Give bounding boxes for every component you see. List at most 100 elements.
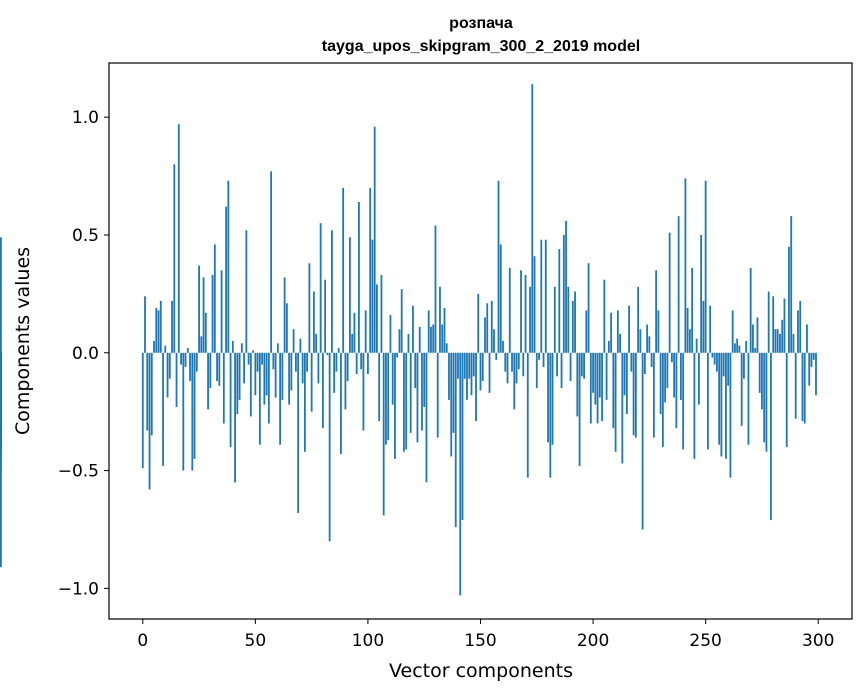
bar [648, 336, 651, 353]
bar [776, 329, 779, 353]
bar [439, 286, 441, 353]
bar [673, 352, 676, 398]
bar [718, 352, 721, 445]
bar [562, 234, 565, 353]
bar [387, 352, 390, 440]
bar [781, 319, 784, 353]
bar [659, 352, 662, 415]
bar [276, 343, 279, 353]
bar [565, 220, 567, 353]
bar [702, 300, 705, 353]
x-tick-label: 300 [802, 631, 834, 651]
bar [686, 308, 689, 353]
bar [713, 352, 716, 365]
bar [409, 352, 412, 433]
bar [155, 308, 158, 353]
chart-title: розпача [449, 15, 513, 32]
bar [756, 317, 759, 353]
bar [794, 352, 797, 419]
bar [238, 352, 241, 400]
bar [331, 230, 333, 353]
bar [317, 352, 320, 384]
x-axis-ticks: 0 50 100 150 200 250 300 [137, 619, 834, 651]
bar [598, 352, 601, 398]
bar [416, 352, 419, 443]
bar [547, 352, 549, 443]
bar [619, 333, 621, 353]
bar [495, 352, 498, 360]
bar [666, 352, 669, 389]
bar [810, 352, 813, 367]
bar [747, 352, 750, 445]
bar [560, 352, 563, 389]
bar [533, 256, 536, 353]
bar [245, 230, 248, 353]
x-tick-label: 50 [245, 631, 267, 651]
bar [484, 317, 486, 353]
bar [421, 352, 423, 431]
bar [263, 352, 266, 405]
bar [709, 305, 712, 353]
bar [468, 352, 471, 379]
bar [324, 279, 327, 353]
bar [607, 341, 610, 353]
bar [148, 352, 151, 490]
bar [785, 352, 788, 448]
bar [157, 310, 160, 353]
bar [650, 352, 653, 367]
bar [267, 352, 270, 424]
bar [319, 223, 322, 353]
bar [425, 352, 428, 483]
bar [321, 352, 324, 429]
bar [222, 352, 225, 424]
bar [333, 352, 336, 393]
bar [788, 246, 790, 353]
bar [389, 315, 392, 353]
bar [695, 338, 698, 353]
bar [621, 352, 624, 464]
bar [544, 239, 547, 353]
bar [346, 352, 349, 382]
bar [808, 352, 811, 386]
bar [294, 352, 297, 372]
bar [578, 352, 581, 466]
bar [497, 180, 500, 353]
bar [725, 352, 727, 459]
bar [779, 333, 781, 353]
bar [227, 180, 230, 353]
bar [256, 352, 259, 372]
bar [646, 324, 649, 353]
bar [209, 352, 212, 389]
bar [675, 352, 678, 429]
bar [571, 300, 574, 353]
plot-frame [108, 62, 853, 620]
bar [749, 267, 752, 353]
bar [506, 352, 509, 384]
bar [168, 352, 171, 379]
x-tick-label: 150 [464, 631, 496, 651]
bar [454, 352, 457, 528]
bar [315, 333, 318, 353]
bar [806, 324, 808, 353]
bar [258, 352, 261, 445]
bar [452, 352, 455, 433]
bar [254, 352, 257, 396]
bar [754, 348, 757, 353]
bar [461, 352, 464, 521]
bar [171, 300, 173, 353]
bar [628, 305, 630, 353]
bar [292, 329, 295, 353]
bar [490, 300, 493, 353]
bar [434, 225, 437, 353]
bar [405, 352, 408, 450]
bar [265, 352, 268, 396]
bar [605, 352, 608, 400]
bar [693, 352, 696, 459]
bar [684, 178, 687, 353]
bar [522, 352, 525, 377]
bar [535, 352, 538, 389]
bar [623, 352, 626, 396]
bar [801, 352, 804, 422]
bar [378, 352, 381, 422]
bar [0, 237, 2, 353]
